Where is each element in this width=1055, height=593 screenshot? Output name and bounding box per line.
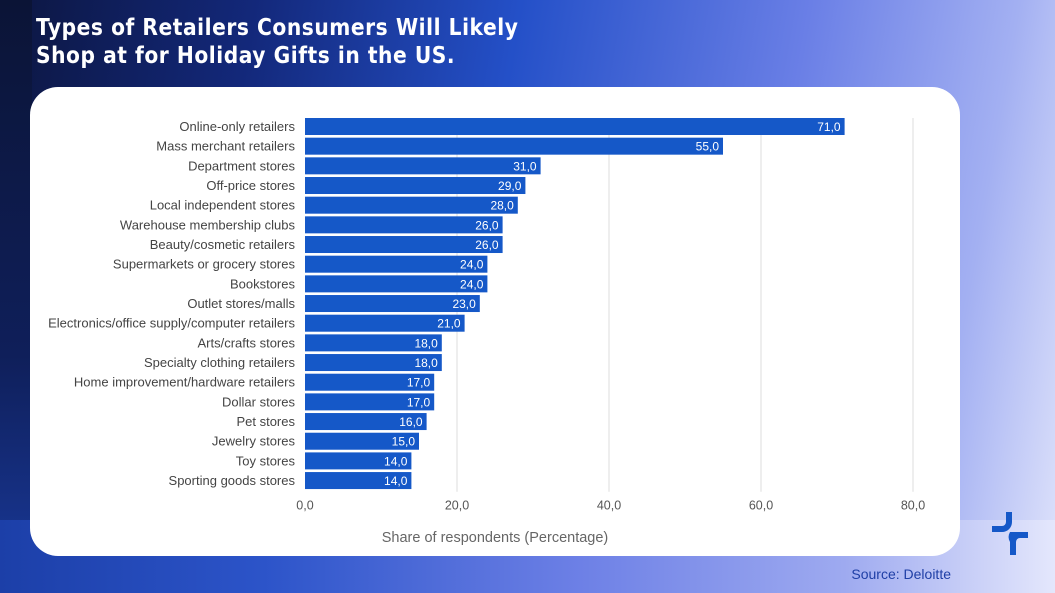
bar-group: 17,0 [305, 393, 435, 411]
category-label: Jewelry stores [212, 434, 296, 449]
bar-value-label: 24,0 [460, 258, 484, 272]
bar-value-label: 26,0 [475, 218, 499, 232]
category-label: Warehouse membership clubs [120, 217, 296, 232]
bar [305, 236, 503, 254]
bar-value-label: 18,0 [414, 336, 438, 350]
bars: 71,0 55,0 31,0 29,0 28,0 26,0 26,0 24,0 24,0 23,0… [305, 118, 845, 490]
category-labels: Online-only retailers Mass merchant retai… [48, 119, 295, 488]
category-label: Beauty/cosmetic retailers [150, 237, 296, 252]
bar-group: 71,0 [305, 118, 845, 135]
bar [305, 452, 412, 470]
category-label: Electronics/office supply/computer retai… [48, 316, 295, 331]
x-axis-title: Share of respondents (Percentage) [382, 530, 609, 546]
x-tick-labels: 0,0 20,0 40,0 60,0 80,0 [296, 499, 925, 513]
category-label: Bookstores [230, 276, 296, 291]
bar-value-label: 18,0 [414, 356, 438, 370]
category-label: Mass merchant retailers [156, 139, 295, 154]
category-label: Supermarkets or grocery stores [113, 257, 296, 272]
bar [305, 255, 488, 273]
bar [305, 334, 442, 352]
category-label: Specialty clothing retailers [144, 355, 296, 370]
bar [305, 393, 435, 411]
category-label: Off-price stores [206, 178, 295, 193]
bar [305, 373, 435, 391]
bar-group: 29,0 [305, 177, 526, 195]
bar-value-label: 24,0 [460, 277, 484, 291]
bar-value-label: 23,0 [452, 297, 476, 311]
bar [305, 177, 526, 195]
bar-value-label: 71,0 [817, 120, 841, 134]
bar-value-label: 29,0 [498, 179, 522, 193]
category-label: Outlet stores/malls [187, 296, 295, 311]
chart-title: Types of Retailers Consumers Will Likely… [36, 14, 518, 70]
x-tick-label: 20,0 [445, 499, 469, 513]
bar [305, 354, 442, 372]
bar-group: 15,0 [305, 432, 419, 450]
category-label: Arts/crafts stores [197, 335, 295, 350]
category-label: Department stores [188, 158, 295, 173]
source-credit: Source: Deloitte [851, 566, 951, 582]
bar-value-label: 17,0 [407, 395, 431, 409]
bar-group: 23,0 [305, 295, 480, 313]
bar-value-label: 21,0 [437, 317, 461, 331]
x-tick-label: 0,0 [296, 499, 313, 513]
bar-group: 26,0 [305, 236, 503, 254]
bar [305, 432, 419, 450]
bar [305, 295, 480, 313]
bar [305, 472, 412, 490]
bar-group: 26,0 [305, 216, 503, 234]
x-tick-label: 40,0 [597, 499, 621, 513]
chart-title-line-2: Shop at for Holiday Gifts in the US. [36, 43, 456, 69]
bar-group: 18,0 [305, 354, 442, 372]
bar-group: 14,0 [305, 472, 412, 490]
bar-value-label: 14,0 [384, 474, 408, 488]
bar-value-label: 31,0 [513, 159, 537, 173]
bar-value-label: 26,0 [475, 238, 499, 252]
category-label: Local independent stores [150, 198, 296, 213]
category-label: Pet stores [236, 414, 295, 429]
bar-group: 28,0 [305, 196, 518, 214]
bar [305, 137, 723, 155]
bar [305, 413, 427, 431]
bar-group: 14,0 [305, 452, 412, 470]
bar [305, 118, 845, 135]
bar-group: 21,0 [305, 314, 465, 332]
bar-value-label: 16,0 [399, 415, 423, 429]
x-tick-label: 80,0 [901, 499, 925, 513]
x-tick-label: 60,0 [749, 499, 773, 513]
chart-title-line-1: Types of Retailers Consumers Will Likely [36, 15, 519, 41]
bar-group: 16,0 [305, 413, 427, 431]
bar-value-label: 17,0 [407, 376, 431, 390]
bar-group: 17,0 [305, 373, 435, 391]
brand-logo-icon [992, 512, 1028, 555]
bar-group: 24,0 [305, 255, 488, 273]
bar-value-label: 28,0 [490, 199, 514, 213]
bar-value-label: 14,0 [384, 454, 408, 468]
bar-value-label: 55,0 [696, 140, 720, 154]
bar [305, 275, 488, 293]
category-label: Toy stores [236, 453, 296, 468]
category-label: Sporting goods stores [169, 473, 296, 488]
bar [305, 157, 541, 175]
background-left-strip [0, 0, 32, 593]
category-label: Online-only retailers [179, 119, 295, 134]
bar-group: 18,0 [305, 334, 442, 352]
bar-group: 55,0 [305, 137, 723, 155]
bar-value-label: 15,0 [392, 435, 416, 449]
bar-group: 24,0 [305, 275, 488, 293]
category-label: Dollar stores [222, 394, 295, 409]
category-label: Home improvement/hardware retailers [74, 375, 296, 390]
bar [305, 216, 503, 234]
bar [305, 314, 465, 332]
bar [305, 196, 518, 214]
bar-group: 31,0 [305, 157, 541, 175]
